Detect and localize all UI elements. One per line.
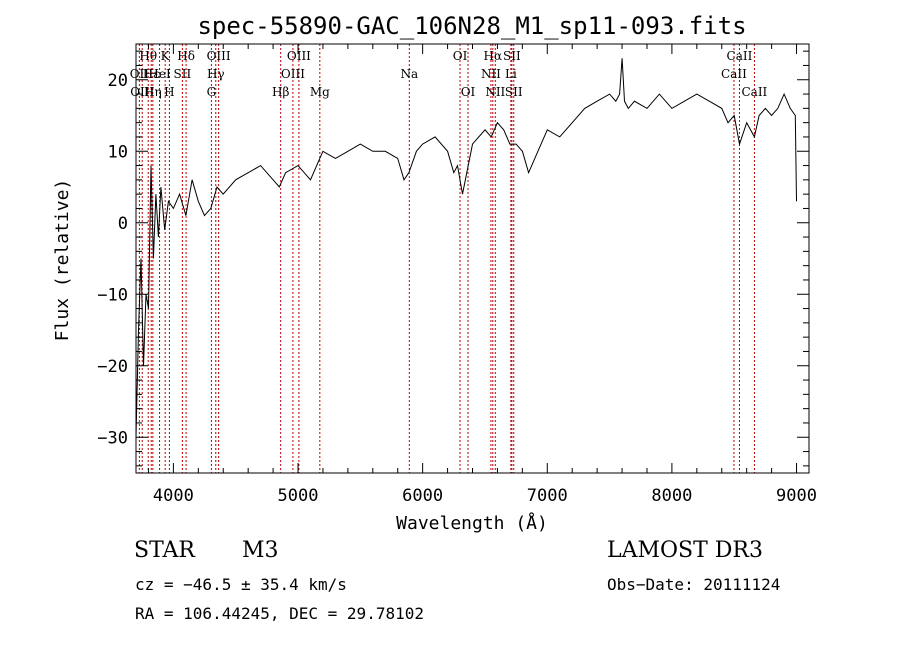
y-tick-label-5: 20: [108, 71, 128, 91]
survey-name: LAMOST DR3: [607, 538, 763, 563]
x-tick-label-3: 7000: [527, 486, 568, 506]
line-label-11: Hγ: [207, 67, 225, 81]
line-label-14: OIII: [281, 67, 305, 81]
line-label-12: G: [207, 85, 217, 99]
line-label-17: Na: [400, 67, 418, 81]
line-label-24: Li: [505, 67, 517, 81]
y-tick-label-2: −10: [97, 285, 128, 305]
line-label-21: Hα: [484, 49, 503, 63]
y-axis: −30 −20 −10 0 10 20: [97, 50, 809, 467]
line-label-27: CaII: [721, 67, 747, 81]
x-tick-label-5: 9000: [776, 486, 817, 506]
x-tick-label-4: 8000: [651, 486, 692, 506]
line-label-19: OI: [461, 85, 476, 99]
redshift-readout: cz = −46.5 ± 35.4 km/s: [135, 575, 347, 594]
line-label-1: OII: [130, 67, 150, 81]
x-tick-label-1: 5000: [278, 486, 319, 506]
line-label-7: H: [164, 85, 174, 99]
plot-frame: [135, 43, 810, 474]
object-subclass: M3: [242, 538, 279, 563]
chart-title: spec-55890-GAC_106N28_M1_sp11-093.fits: [197, 12, 746, 40]
line-label-15: OIII: [287, 49, 311, 63]
line-label-26: CaII: [727, 49, 753, 63]
line-label-13: Hβ: [272, 85, 289, 99]
line-label-25: SII: [505, 85, 523, 99]
line-label-18: OI: [453, 49, 468, 63]
x-tick-label-0: 4000: [153, 486, 194, 506]
x-axis: 4000 5000 6000 7000 8000 9000: [147, 44, 817, 506]
line-label-10: OIII: [207, 49, 231, 63]
line-label-6: HeI: [148, 67, 171, 81]
line-label-23: SII: [503, 49, 521, 63]
y-axis-label: Flux (relative): [52, 179, 73, 342]
spectral-line-markers: [138, 44, 755, 473]
y-tick-label-3: 0: [118, 214, 128, 234]
line-label-0: Hθ: [139, 49, 157, 63]
line-label-16: Mg: [310, 85, 330, 99]
line-label-9: Hδ: [177, 49, 195, 63]
line-label-28: CaII: [741, 85, 767, 99]
line-label-20: NII: [481, 67, 501, 81]
object-class: STAR: [134, 538, 195, 563]
x-axis-label: Wavelength (Å): [396, 512, 548, 534]
y-tick-label-4: 10: [108, 142, 128, 162]
x-tick-label-2: 6000: [402, 486, 443, 506]
line-label-3: Hε: [143, 67, 160, 81]
y-tick-label-1: −20: [97, 357, 128, 377]
y-tick-label-0: −30: [97, 428, 128, 448]
line-label-5: K: [161, 49, 171, 63]
spectrum-series-line: [135, 58, 797, 438]
line-label-22: NII: [485, 85, 505, 99]
line-label-8: SII: [174, 67, 192, 81]
coordinates-readout: RA = 106.44245, DEC = 29.78102: [135, 604, 424, 623]
line-label-4: Hη: [144, 85, 162, 99]
observation-date: Obs−Date: 20111124: [607, 575, 781, 594]
